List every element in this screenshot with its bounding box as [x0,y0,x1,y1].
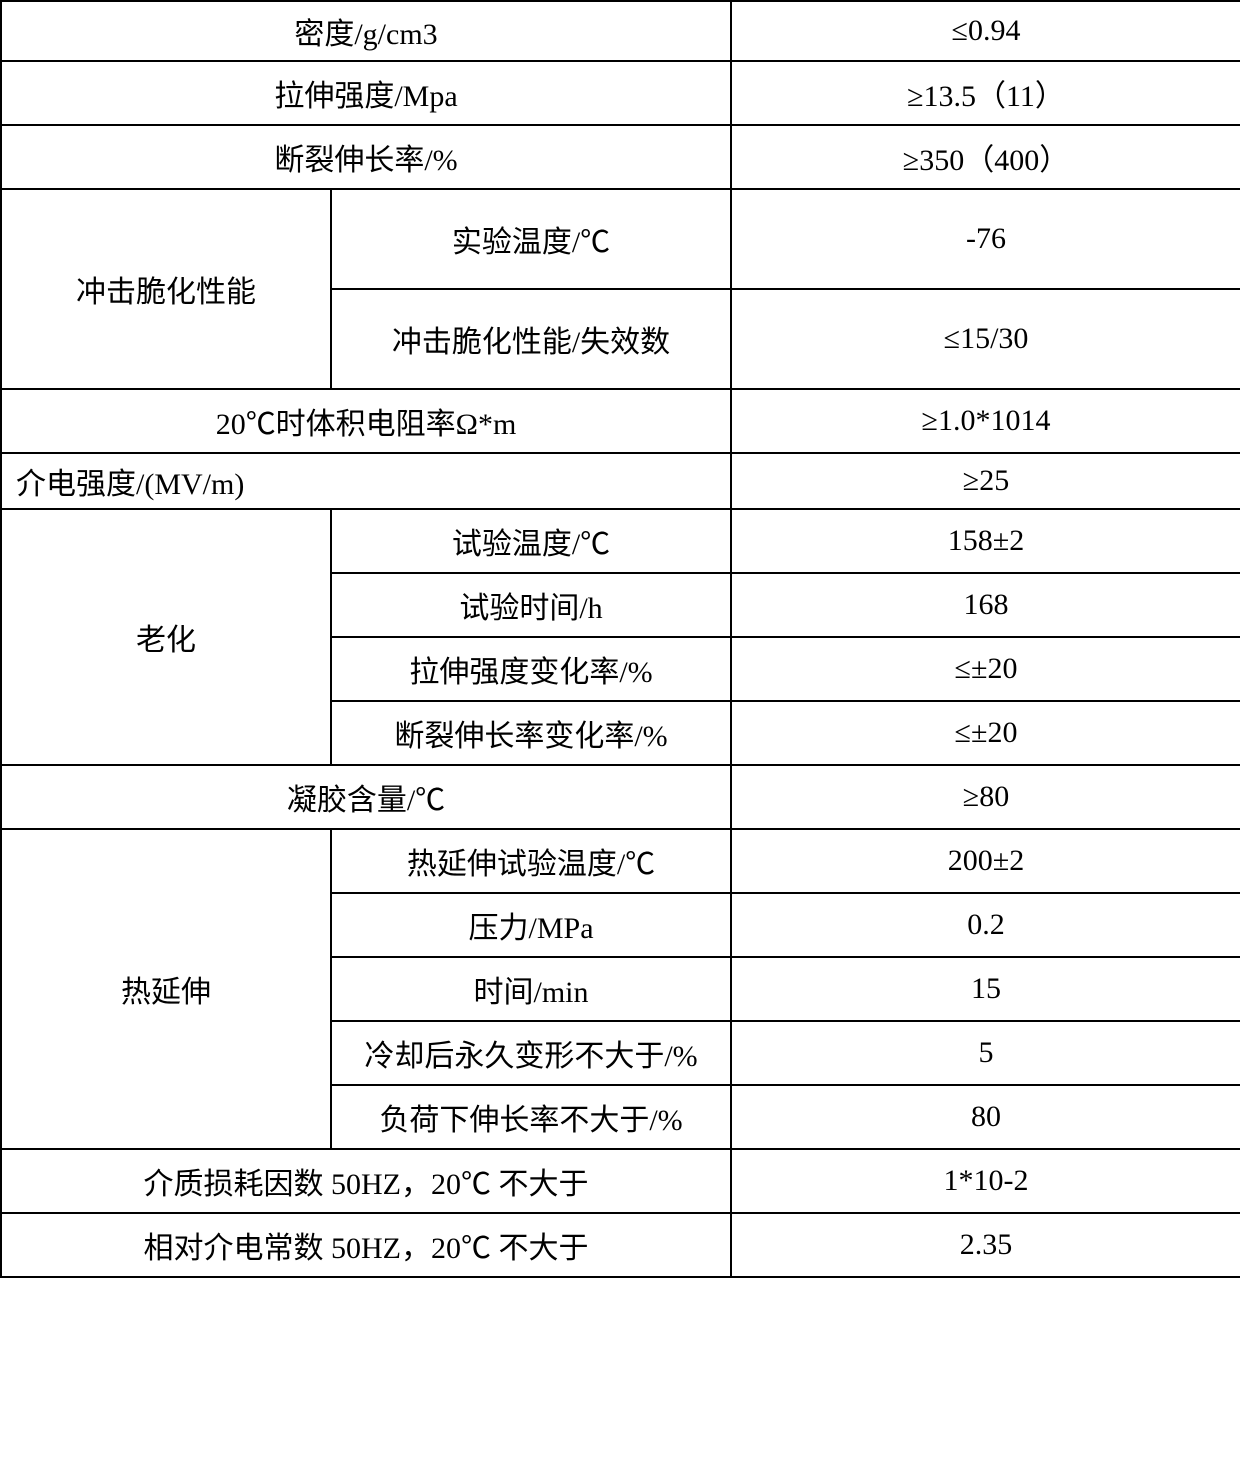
cell-value: ≥80 [731,765,1240,829]
cell-sublabel: 试验时间/h [331,573,731,637]
table-row: 冲击脆化性能 实验温度/℃ -76 [1,189,1240,289]
table-row: 20℃时体积电阻率Ω*m ≥1.0*1014 [1,389,1240,453]
table-row: 密度/g/cm3 ≤0.94 [1,1,1240,61]
cell-value: ≥13.5（11） [731,61,1240,125]
cell-label: 20℃时体积电阻率Ω*m [1,389,731,453]
cell-label: 断裂伸长率/% [1,125,731,189]
spec-table: 密度/g/cm3 ≤0.94 拉伸强度/Mpa ≥13.5（11） 断裂伸长率/… [0,0,1240,1278]
cell-value: ≤±20 [731,701,1240,765]
cell-value: ≥25 [731,453,1240,509]
table-row: 介质损耗因数 50HZ，20℃ 不大于 1*10-2 [1,1149,1240,1213]
cell-sublabel: 压力/MPa [331,893,731,957]
table-row: 介电强度/(MV/m) ≥25 [1,453,1240,509]
cell-sublabel: 拉伸强度变化率/% [331,637,731,701]
table-row: 断裂伸长率/% ≥350（400） [1,125,1240,189]
cell-value: 158±2 [731,509,1240,573]
cell-sublabel: 冷却后永久变形不大于/% [331,1021,731,1085]
cell-value: ≥1.0*1014 [731,389,1240,453]
cell-value: 168 [731,573,1240,637]
cell-value: ≤15/30 [731,289,1240,389]
cell-value: 15 [731,957,1240,1021]
cell-sublabel: 负荷下伸长率不大于/% [331,1085,731,1149]
cell-sublabel: 冲击脆化性能/失效数 [331,289,731,389]
cell-group-label: 老化 [1,509,331,765]
cell-label: 密度/g/cm3 [1,1,731,61]
cell-sublabel: 实验温度/℃ [331,189,731,289]
cell-value: ≤±20 [731,637,1240,701]
cell-sublabel: 时间/min [331,957,731,1021]
table-row: 拉伸强度/Mpa ≥13.5（11） [1,61,1240,125]
cell-label: 介质损耗因数 50HZ，20℃ 不大于 [1,1149,731,1213]
cell-sublabel: 断裂伸长率变化率/% [331,701,731,765]
table-row: 老化 试验温度/℃ 158±2 [1,509,1240,573]
cell-group-label: 冲击脆化性能 [1,189,331,389]
cell-label: 拉伸强度/Mpa [1,61,731,125]
cell-value: 1*10-2 [731,1149,1240,1213]
cell-value: 80 [731,1085,1240,1149]
cell-sublabel: 热延伸试验温度/℃ [331,829,731,893]
cell-value: ≤0.94 [731,1,1240,61]
table-row: 热延伸 热延伸试验温度/℃ 200±2 [1,829,1240,893]
table-row: 凝胶含量/℃ ≥80 [1,765,1240,829]
spec-table-container: 密度/g/cm3 ≤0.94 拉伸强度/Mpa ≥13.5（11） 断裂伸长率/… [0,0,1240,1278]
cell-value: 5 [731,1021,1240,1085]
cell-value: 2.35 [731,1213,1240,1277]
cell-value: ≥350（400） [731,125,1240,189]
cell-group-label: 热延伸 [1,829,331,1149]
table-row: 相对介电常数 50HZ，20℃ 不大于 2.35 [1,1213,1240,1277]
cell-label: 凝胶含量/℃ [1,765,731,829]
cell-value: 0.2 [731,893,1240,957]
cell-label: 相对介电常数 50HZ，20℃ 不大于 [1,1213,731,1277]
cell-value: 200±2 [731,829,1240,893]
cell-sublabel: 试验温度/℃ [331,509,731,573]
cell-value: -76 [731,189,1240,289]
cell-label: 介电强度/(MV/m) [1,453,731,509]
